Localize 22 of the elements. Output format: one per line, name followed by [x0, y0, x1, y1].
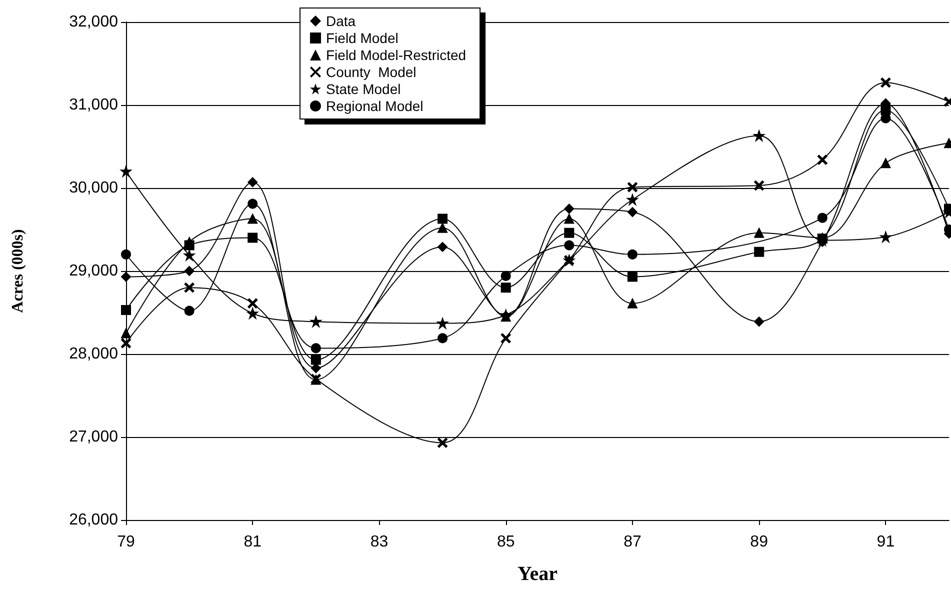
x-tick-label: 85 [496, 534, 515, 550]
x-tick-label: 79 [117, 534, 135, 550]
y-tick-label: 30,000 [69, 180, 118, 196]
legend-label: State Model [326, 81, 401, 97]
y-tick-label: 29,000 [69, 262, 118, 280]
y-axis-title: Acres (000s) [10, 229, 26, 313]
y-tick-label: 28,000 [69, 346, 118, 362]
x-tick-label: 89 [750, 534, 768, 550]
x-axis-title: Year [518, 563, 558, 585]
legend-label: Regional Model [326, 98, 424, 114]
x-tick-label: 87 [624, 534, 642, 550]
legend-label: Field Model-Restricted [326, 47, 466, 63]
legend-label: County Model [326, 64, 416, 80]
legend-label: Field Model [326, 30, 398, 46]
x-tick-label: 91 [876, 534, 895, 550]
y-tick-label: 26,000 [69, 512, 118, 528]
y-tick-label: 27,000 [69, 428, 118, 446]
y-tick-label: 32,000 [69, 14, 118, 30]
x-tick-label: 83 [370, 534, 388, 550]
y-tick-label: 31,000 [69, 96, 118, 114]
x-tick-label: 81 [244, 534, 262, 550]
legend-label: Data [326, 13, 356, 29]
